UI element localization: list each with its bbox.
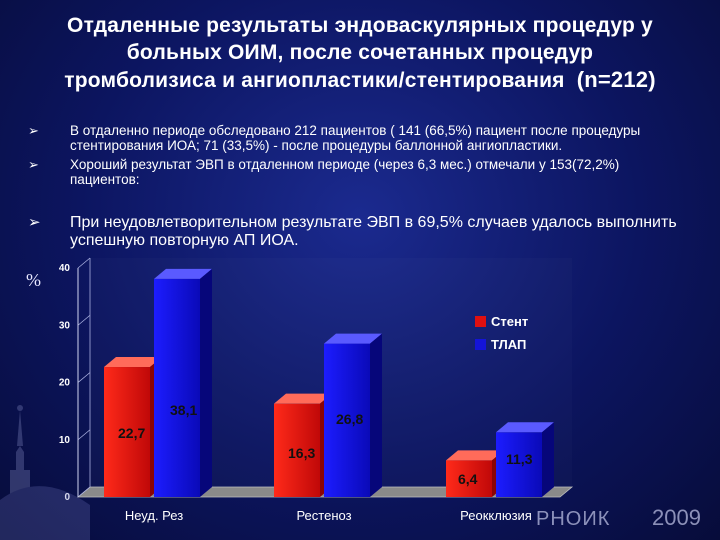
bullet-text: Хороший результат ЭВП в отдаленном перио… [70,157,620,187]
bullet-item: ➢ При неудовлетворительном результате ЭВ… [28,214,688,250]
arrow-bullet-icon: ➢ [28,123,39,138]
y-tick-label: 20 [59,378,71,389]
y-gridline-tick [77,314,91,326]
legend-swatch-tlap [475,339,486,350]
legend-swatch-stent [475,316,486,327]
kremlin-tower-decoration [0,405,90,540]
bar-stent [446,460,492,497]
bullet-item: ➢ Хороший результат ЭВП в отдаленном пер… [28,157,688,187]
title-line-2: больных ОИМ, после сочетанных процедур [126,41,594,64]
arrow-bullet-icon: ➢ [28,214,41,231]
chart-legend: Стент ТЛАП [475,314,528,352]
x-category-label: Реокклюзия [460,508,532,523]
y-gridline-tick [77,486,91,498]
legend-label-stent: Стент [491,314,528,329]
title-line-3: тромболизиса и ангиопластики/стентирован… [10,66,710,94]
y-tick-label: 0 [64,492,70,503]
title-sample-size: (n=212) [576,67,656,92]
chart-bars: 22,7 38,1 16,3 26,8 6,4 11,3 [104,268,554,497]
y-tick-label: 10 [59,435,71,446]
bar-side-face [370,333,382,497]
bar-stent [104,367,150,497]
bar-top-face [274,393,332,404]
y-tick-label: 30 [59,320,71,331]
bar-tlap [496,432,542,497]
arrow-bullet-icon: ➢ [28,157,39,172]
bar-top-face [446,450,504,461]
y-gridline-tick [77,429,91,441]
data-label: 26,8 [336,411,363,427]
bar-top-face [324,333,382,344]
data-label: 6,4 [458,471,478,487]
bar-top-face [154,268,212,279]
rnoik-logo: РНОИК [536,508,611,530]
data-label: 38,1 [170,402,197,418]
bar-stent [274,403,320,497]
y-tick-label: 40 [59,263,71,274]
data-label: 11,3 [506,451,533,467]
y-axis-label: % [26,270,41,290]
x-category-label: Неуд. Рез [125,508,183,523]
x-category-label: Рестеноз [296,508,351,523]
bar-tlap [154,278,200,497]
page-title: Отдаленные результаты эндоваскулярных пр… [10,12,710,94]
legend-label-tlap: ТЛАП [491,337,526,352]
data-label: 22,7 [118,425,145,441]
y-gridline-tick [77,372,91,383]
bullet-text: При неудовлетворительном результате ЭВП … [70,214,677,249]
bar-side-face [542,422,554,497]
title-line-3-text: тромболизиса и ангиопластики/стентирован… [64,69,565,92]
footer-year: 2009 [652,505,701,530]
bar-tlap [324,343,370,497]
title-line-1: Отдаленные результаты эндоваскулярных пр… [67,14,653,37]
bar-top-face [496,422,554,433]
y-gridline-tick [77,257,91,269]
bullet-text: В отдаленно периоде обследовано 212 паци… [70,123,641,153]
bullet-list-secondary: ➢ При неудовлетворительном результате ЭВ… [28,214,688,254]
bullet-list: ➢ В отдаленно периоде обследовано 212 па… [28,123,688,191]
bullet-item: ➢ В отдаленно периоде обследовано 212 па… [28,123,688,153]
bar-top-face [104,357,162,368]
bar-side-face [200,268,212,497]
data-label: 16,3 [288,445,315,461]
